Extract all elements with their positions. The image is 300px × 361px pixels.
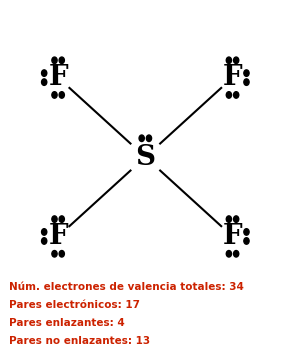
Circle shape <box>139 135 144 142</box>
Circle shape <box>42 238 47 244</box>
Circle shape <box>59 92 64 98</box>
Circle shape <box>42 70 47 77</box>
Circle shape <box>244 229 249 235</box>
Circle shape <box>244 238 249 244</box>
Circle shape <box>59 57 64 64</box>
Text: F: F <box>48 223 68 250</box>
Circle shape <box>52 57 57 64</box>
Circle shape <box>226 57 232 64</box>
Circle shape <box>52 251 57 257</box>
Text: Pares enlazantes: 4: Pares enlazantes: 4 <box>9 318 124 328</box>
Circle shape <box>146 135 152 142</box>
Text: S: S <box>135 144 155 170</box>
Circle shape <box>244 79 249 86</box>
Text: F: F <box>223 223 242 250</box>
Circle shape <box>52 92 57 98</box>
Text: Núm. electrones de valencia totales: 34: Núm. electrones de valencia totales: 34 <box>9 282 244 292</box>
Circle shape <box>233 216 239 222</box>
Circle shape <box>233 92 239 98</box>
Circle shape <box>226 216 232 222</box>
Circle shape <box>42 229 47 235</box>
Circle shape <box>42 79 47 86</box>
Circle shape <box>233 57 239 64</box>
Circle shape <box>52 216 57 222</box>
Circle shape <box>59 216 64 222</box>
Text: Pares no enlazantes: 13: Pares no enlazantes: 13 <box>9 336 150 346</box>
Circle shape <box>59 251 64 257</box>
Circle shape <box>226 251 232 257</box>
Circle shape <box>226 92 232 98</box>
Circle shape <box>244 70 249 77</box>
Text: F: F <box>223 64 242 91</box>
Circle shape <box>233 251 239 257</box>
Text: Pares electrónicos: 17: Pares electrónicos: 17 <box>9 300 140 310</box>
Text: F: F <box>48 64 68 91</box>
